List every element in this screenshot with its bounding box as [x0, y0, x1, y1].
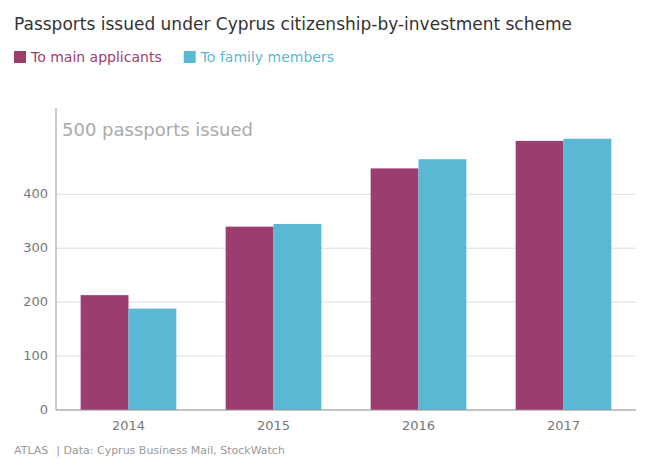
y-tick-label: 400	[23, 186, 48, 201]
bar	[81, 295, 129, 410]
y-tick-label: 200	[23, 294, 48, 309]
bar	[274, 224, 322, 410]
legend-item: To main applicants	[14, 49, 162, 65]
x-tick-label: 2017	[547, 418, 580, 433]
y-tick-label: 0	[40, 402, 48, 417]
annotation: 500 passports issued	[62, 119, 253, 140]
footer-text: | Data: Cyprus Business Mail, StockWatch	[56, 444, 285, 457]
y-tick-label: 300	[23, 240, 48, 255]
x-tick-label: 2014	[112, 418, 145, 433]
bar	[129, 309, 177, 410]
x-axis-line	[56, 410, 636, 411]
x-tick-label: 2015	[257, 418, 290, 433]
bar	[564, 139, 612, 410]
footer-text: ATLAS	[14, 444, 48, 457]
y-axis-line	[56, 108, 57, 410]
legend-label: To family members	[200, 49, 334, 65]
bar	[419, 159, 467, 410]
legend-label: To main applicants	[30, 49, 162, 65]
legend-swatch	[14, 51, 26, 63]
bar	[516, 141, 564, 410]
title: Passports issued under Cyprus citizenshi…	[14, 14, 572, 34]
bars	[81, 139, 612, 410]
chart: Passports issued under Cyprus citizenshi…	[0, 0, 656, 466]
x-tick-label: 2016	[402, 418, 435, 433]
bar	[226, 227, 274, 410]
bar	[371, 168, 419, 410]
legend-swatch	[184, 51, 196, 63]
grid-line	[56, 410, 636, 411]
y-tick-label: 100	[23, 348, 48, 363]
legend-item: To family members	[184, 49, 334, 65]
